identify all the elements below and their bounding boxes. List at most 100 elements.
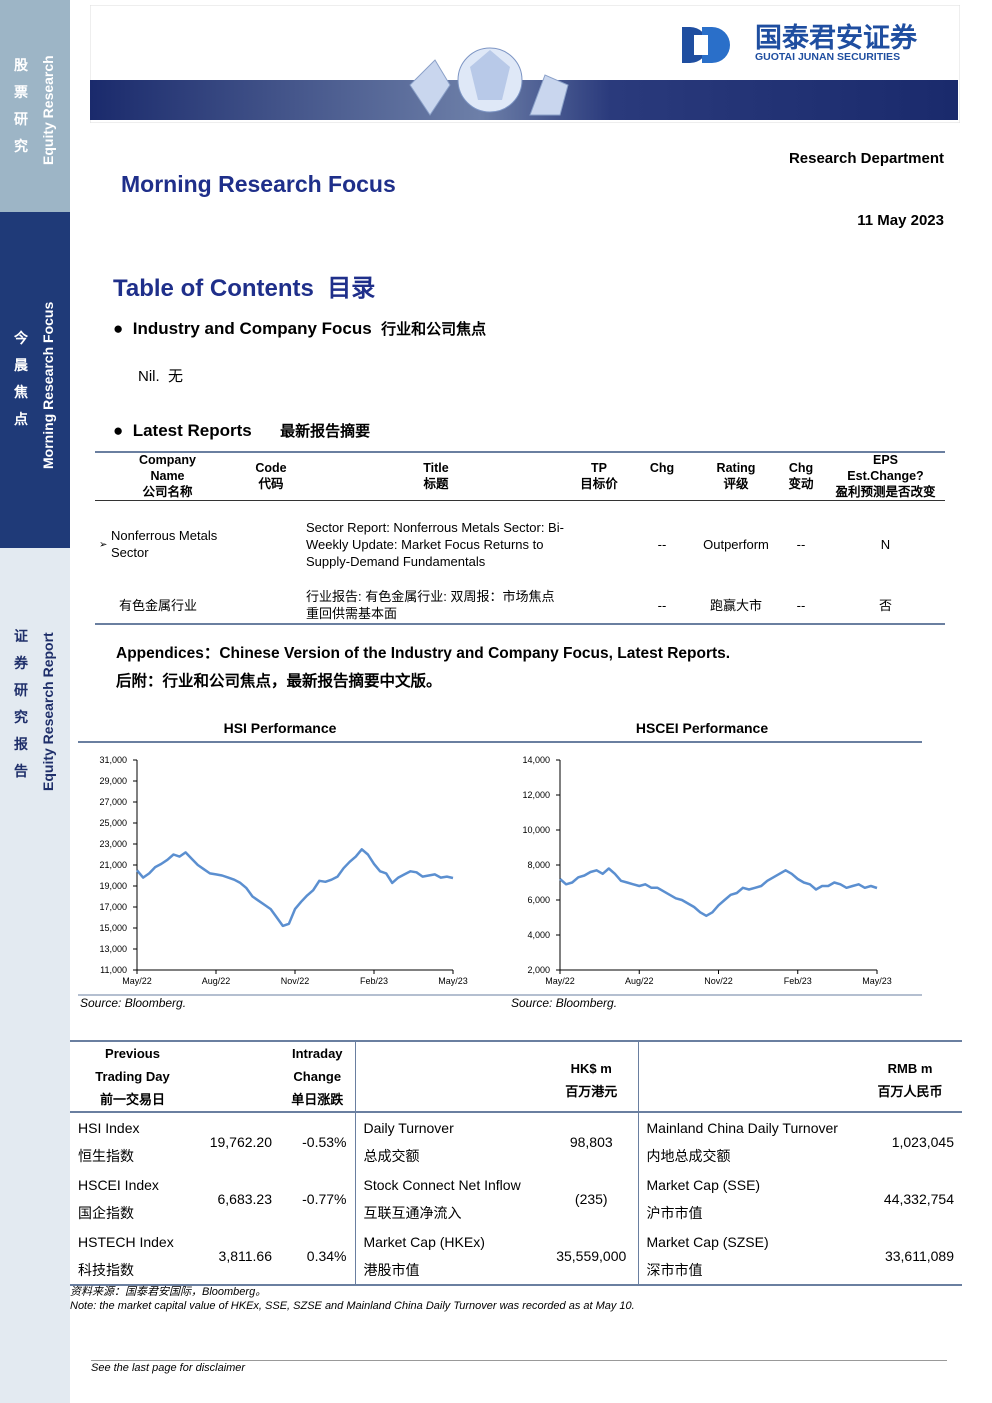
cell: 0.34% xyxy=(280,1227,355,1285)
cell: Sector Report: Nonferrous Metals Sector:… xyxy=(306,519,564,569)
body-cn: 无 xyxy=(168,368,184,385)
cell-text: 沪市市值 xyxy=(646,1204,703,1221)
sidebar-text: 股票研究 xyxy=(14,57,28,154)
market-table: Previous Trading Day 前一交易日 Intraday Change 单… xyxy=(70,1040,962,1286)
logo-en: GUOTAI JUNAN SECURITIES xyxy=(755,51,900,63)
sidebar-bottom: 证券研究报告 Equity Research Report xyxy=(0,548,70,1403)
th: Title xyxy=(423,461,449,475)
th: Chg xyxy=(788,461,814,475)
cell-text: -0.53% xyxy=(302,1133,347,1150)
sidebar-mid: 今晨焦点 Morning Research Focus xyxy=(0,212,70,548)
th: 盈利预测是否改变 xyxy=(835,485,936,499)
y-tick-label: 21,000 xyxy=(99,860,127,870)
cell-text: Mainland China Daily Turnover xyxy=(646,1119,838,1136)
x-tick-label: Feb/23 xyxy=(784,976,812,986)
cell-text: HSTECH Index xyxy=(78,1233,174,1250)
section-title: Industry and Company Focus xyxy=(132,319,372,338)
y-tick-label: 15,000 xyxy=(99,923,127,933)
cell-text: 19,762.20 xyxy=(209,1133,272,1150)
cell-text: 内地总成交额 xyxy=(646,1147,731,1164)
toc-title-en: Table of Contents xyxy=(113,275,314,302)
cell: HSTECH Index 科技指数 xyxy=(70,1227,195,1285)
cell-text: 98,803 xyxy=(569,1133,613,1150)
appendix-en: Appendices：Chinese Version of the Indust… xyxy=(116,645,731,662)
cell-text: 总成交额 xyxy=(363,1147,420,1164)
cell: 6,683.23 xyxy=(195,1170,280,1227)
cell: Outperform xyxy=(703,536,769,552)
series-line xyxy=(559,867,878,918)
section-heading: ● Latest Reports 最新报告摘要 xyxy=(113,421,371,440)
th: 公司名称 xyxy=(142,485,193,499)
y-tick-label: 17,000 xyxy=(99,902,127,912)
cell: Daily Turnover 总成交额 xyxy=(354,1112,545,1170)
y-tick-label: 8,000 xyxy=(527,860,550,870)
y-tick-label: 31,000 xyxy=(99,755,127,765)
cell: 33,611,089 xyxy=(858,1227,962,1285)
toc-title: Table of Contents 目录 xyxy=(113,268,375,303)
body-en: Nil. xyxy=(138,368,160,385)
cell-text: -0.77% xyxy=(302,1190,347,1207)
cell: -- xyxy=(657,536,667,552)
doc-title: Morning Research Focus xyxy=(121,171,396,197)
x-tick-label: Aug/22 xyxy=(625,976,654,986)
th: 单日涨跌 xyxy=(291,1092,344,1107)
y-tick-label: 4,000 xyxy=(527,930,550,940)
th: EPS Est.Change? xyxy=(847,453,924,483)
cell: 行业报告: 有色金属行业: 双周报：市场焦点重回供需基本面 xyxy=(302,587,570,625)
x-tick-label: Aug/22 xyxy=(202,976,231,986)
th: 前一交易日 xyxy=(99,1092,165,1107)
th: 目标价 xyxy=(580,477,618,491)
toc-title-cn: 目录 xyxy=(327,275,376,302)
th: Code xyxy=(255,461,287,475)
x-tick-label: Nov/22 xyxy=(704,976,733,986)
cell-text: 国企指数 xyxy=(78,1204,134,1221)
cell-text: Daily Turnover xyxy=(363,1119,454,1136)
cell-text: 深市市值 xyxy=(646,1261,703,1278)
th: Rating xyxy=(716,461,756,475)
cell-text: 44,332,754 xyxy=(883,1190,954,1207)
cell: (235) xyxy=(545,1170,638,1227)
cell-text: 3,811.66 xyxy=(218,1247,272,1264)
th: Intraday xyxy=(291,1046,343,1061)
appendix-cn: 后附：行业和公司焦点，最新报告摘要中文版。 xyxy=(116,673,442,690)
row: ➢ Nonferrous Metals Sector Sector Report… xyxy=(95,501,945,588)
cell-text: Market Cap (HKEx) xyxy=(363,1233,485,1250)
footnotes: 资料来源：国泰君安国际，Bloomberg。 Note: the market … xyxy=(70,1285,635,1313)
sidebar-text: Morning Research Focus xyxy=(40,301,56,469)
header-row: Company Name 公司名称 Code 代码 Title 标题 TP 目标价 Ch… xyxy=(95,452,945,501)
cell: Mainland China Daily Turnover 内地总成交额 xyxy=(637,1112,858,1170)
sidebar-text: 证券研究报告 xyxy=(14,628,28,779)
th: HK$ m xyxy=(570,1060,612,1076)
th: 标题 xyxy=(423,477,449,491)
series-line xyxy=(136,848,454,928)
cell: 98,803 xyxy=(545,1112,638,1170)
th: TP xyxy=(591,461,607,475)
cell: 1,023,045 xyxy=(858,1112,962,1170)
th: 评级 xyxy=(723,477,749,491)
row: HSI Index 恒生指数 19,762.20 -0.53% Daily Turnov… xyxy=(70,1112,962,1170)
row: HSCEI Index 国企指数 6,683.23 -0.77% Stock Conne… xyxy=(70,1170,962,1227)
appendix: Appendices：Chinese Version of the Indust… xyxy=(116,640,730,696)
cell: HSI Index 恒生指数 xyxy=(70,1112,195,1170)
y-tick-label: 2,000 xyxy=(527,965,550,975)
section-body: Nil. 无 xyxy=(138,365,183,386)
cell: -0.53% xyxy=(280,1112,355,1170)
th: 变动 xyxy=(788,477,814,491)
x-tick-label: Feb/23 xyxy=(360,976,388,986)
y-tick-label: 12,000 xyxy=(522,790,550,800)
cell: -- xyxy=(796,536,806,552)
cell-text: 港股市值 xyxy=(363,1261,420,1278)
cell-text: 6,683.23 xyxy=(217,1190,273,1207)
y-tick-label: 6,000 xyxy=(527,895,550,905)
th: Change xyxy=(293,1069,342,1084)
section-title-cn: 最新报告摘要 xyxy=(280,423,371,440)
x-tick-label: May/22 xyxy=(545,976,575,986)
cell-text: Market Cap (SZSE) xyxy=(646,1233,769,1250)
chart-title: HSCEI Performance xyxy=(636,720,768,736)
sidebar-text: Equity Research xyxy=(40,55,56,165)
cell: 3,811.66 xyxy=(195,1227,280,1285)
cell: Market Cap (SZSE) 深市市值 xyxy=(637,1227,858,1285)
department: Research Department xyxy=(788,150,944,167)
cell-text: 0.34% xyxy=(306,1247,347,1264)
